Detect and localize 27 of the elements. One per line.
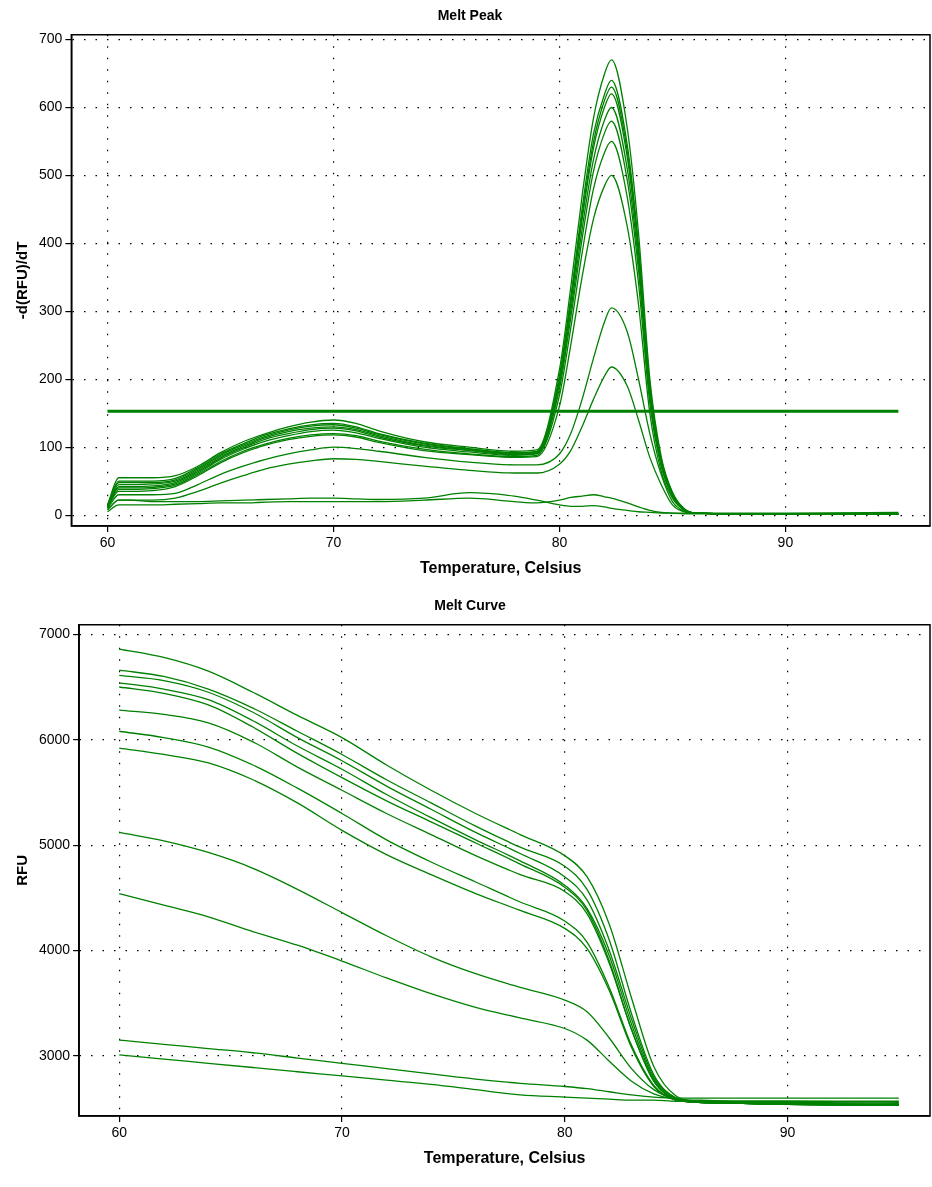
x-axis-title: Temperature, Celsius bbox=[423, 1148, 586, 1166]
x-tick-label: 90 bbox=[777, 534, 794, 551]
y-tick-label: 3000 bbox=[38, 1046, 71, 1063]
y-tick-label: 700 bbox=[39, 30, 63, 47]
y-tick-label: 400 bbox=[39, 234, 63, 251]
y-axis-title: RFU bbox=[13, 854, 31, 886]
x-tick-label: 70 bbox=[334, 1124, 350, 1141]
x-tick-label: 90 bbox=[779, 1124, 796, 1141]
x-tick-label: 70 bbox=[325, 534, 342, 551]
y-tick-label: 300 bbox=[39, 302, 63, 319]
x-tick-label: 80 bbox=[551, 534, 568, 551]
y-tick-label: 200 bbox=[39, 370, 63, 387]
chart-title: Melt Curve bbox=[434, 597, 506, 614]
y-tick-label: 4000 bbox=[38, 941, 71, 958]
y-tick-label: 7000 bbox=[38, 625, 71, 642]
chart-title: Melt Peak bbox=[437, 7, 503, 24]
y-axis-title: -d(RFU)/dT bbox=[13, 241, 31, 320]
x-axis-title: Temperature, Celsius bbox=[419, 558, 582, 576]
y-tick-label: 6000 bbox=[38, 730, 71, 747]
x-tick-label: 60 bbox=[111, 1124, 128, 1141]
y-tick-label: 5000 bbox=[38, 835, 71, 852]
y-tick-label: 600 bbox=[39, 98, 63, 115]
y-tick-label: 0 bbox=[54, 505, 63, 522]
y-tick-label: 100 bbox=[39, 438, 63, 455]
y-tick-label: 500 bbox=[39, 166, 63, 183]
x-tick-label: 60 bbox=[99, 534, 116, 551]
x-tick-label: 80 bbox=[556, 1124, 573, 1141]
